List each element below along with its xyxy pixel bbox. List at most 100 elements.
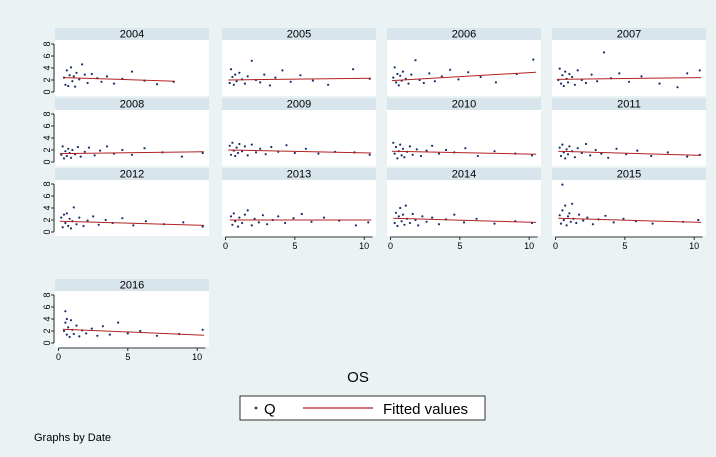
data-point	[277, 215, 280, 218]
data-point	[410, 73, 413, 76]
data-point	[285, 144, 288, 147]
x-tick-label: 0	[56, 352, 61, 362]
data-point	[238, 216, 241, 219]
panel-plot-area	[387, 180, 541, 236]
data-point	[243, 213, 246, 216]
data-point	[67, 326, 70, 329]
data-point	[75, 324, 78, 327]
data-point	[79, 155, 82, 158]
data-point	[425, 149, 428, 152]
data-point	[564, 70, 567, 73]
data-point	[403, 156, 406, 159]
legend-marker-points	[254, 406, 258, 410]
data-point	[393, 152, 396, 155]
x-tick-label: 5	[457, 241, 462, 251]
data-point	[399, 143, 402, 146]
y-tick-label: 8	[42, 41, 52, 46]
data-point	[68, 335, 71, 339]
panel-plot-area	[222, 110, 376, 166]
panel-header	[387, 28, 541, 40]
data-point	[425, 220, 428, 223]
data-point	[622, 217, 625, 220]
panel-plot-area	[222, 40, 376, 96]
data-point	[580, 151, 583, 155]
y-tick-label: 0	[42, 340, 52, 345]
data-point	[582, 219, 585, 222]
data-point	[78, 216, 81, 219]
data-point	[615, 147, 618, 150]
data-point	[399, 74, 402, 77]
data-point	[559, 222, 563, 225]
data-point	[397, 84, 400, 87]
data-point	[464, 147, 467, 150]
panel-plot-area	[222, 180, 376, 236]
data-point	[697, 218, 700, 222]
data-point	[558, 214, 561, 217]
data-point	[130, 153, 134, 156]
data-point	[578, 213, 581, 216]
data-point	[69, 156, 73, 159]
data-point	[393, 66, 396, 69]
data-point	[246, 75, 249, 78]
data-point	[575, 221, 578, 225]
data-point	[462, 221, 466, 224]
data-point	[201, 225, 204, 228]
data-point	[234, 220, 237, 223]
data-point	[561, 209, 564, 212]
y-tick-label: 6	[42, 304, 52, 309]
data-point	[65, 333, 68, 336]
data-point	[74, 85, 77, 88]
panel-2006: 2006	[387, 28, 541, 96]
data-point	[352, 68, 355, 71]
fitted-line	[228, 77, 372, 81]
y-tick-label: 0	[42, 229, 52, 234]
data-point	[68, 74, 71, 77]
data-point	[300, 212, 303, 216]
data-point	[457, 78, 460, 81]
data-point	[408, 145, 411, 148]
data-point	[392, 76, 395, 79]
panel-2008: 2008 0 2 4 6 8	[42, 98, 209, 166]
data-point	[399, 206, 402, 210]
x-tick-label: 0	[388, 241, 393, 251]
x-tick-label: 5	[292, 241, 297, 251]
panel-2014: 2014 0 5 10	[387, 168, 541, 251]
data-point	[467, 71, 470, 74]
data-point	[449, 68, 452, 71]
data-point	[67, 84, 70, 88]
data-point	[60, 216, 63, 219]
data-point	[67, 224, 70, 228]
data-point	[144, 220, 147, 223]
data-point	[83, 150, 86, 153]
data-point	[65, 317, 68, 321]
data-point	[281, 69, 284, 72]
panel-plot-area	[387, 110, 541, 166]
data-point	[559, 82, 563, 85]
data-point	[437, 223, 441, 226]
data-point	[238, 142, 241, 146]
data-point	[561, 74, 564, 77]
data-point	[604, 214, 607, 217]
data-point	[64, 221, 67, 225]
data-point	[408, 221, 411, 225]
data-point	[573, 156, 577, 159]
data-point	[607, 156, 610, 159]
panel-2004: 2004 0 2 4 6 8	[42, 28, 209, 96]
panel-plot-area	[55, 40, 209, 96]
data-point	[235, 80, 238, 83]
data-point	[561, 183, 564, 186]
panel-title: 2009	[287, 99, 311, 111]
data-point	[61, 226, 64, 229]
data-point	[396, 72, 399, 76]
data-point	[234, 73, 237, 76]
data-point	[85, 332, 88, 335]
data-point	[627, 80, 631, 83]
panel-header	[387, 98, 541, 110]
data-point	[566, 81, 570, 84]
y-tick-label: 2	[42, 147, 52, 152]
x-tick-label: 5	[622, 241, 627, 251]
data-point	[561, 143, 564, 146]
data-point	[612, 221, 615, 224]
